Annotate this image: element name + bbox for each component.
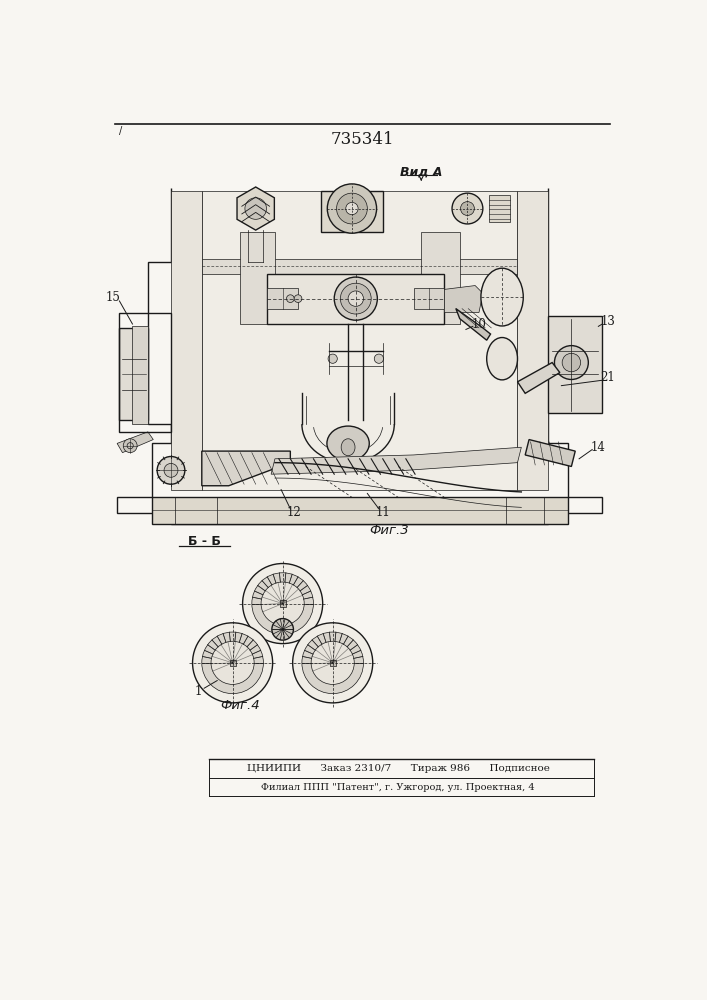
- Text: ЦНИИПИ      Заказ 2310/7      Тираж 986      Подписное: ЦНИИПИ Заказ 2310/7 Тираж 986 Подписное: [247, 764, 549, 773]
- Circle shape: [201, 632, 264, 694]
- Polygon shape: [456, 309, 491, 340]
- Circle shape: [327, 184, 377, 233]
- Circle shape: [460, 202, 474, 215]
- Polygon shape: [230, 660, 235, 666]
- Circle shape: [554, 346, 588, 379]
- Polygon shape: [240, 232, 275, 324]
- Text: Фиг.3: Фиг.3: [369, 524, 409, 537]
- Circle shape: [243, 564, 322, 644]
- Polygon shape: [201, 451, 291, 486]
- Circle shape: [348, 291, 363, 306]
- Text: 735341: 735341: [330, 131, 394, 148]
- Ellipse shape: [481, 268, 523, 326]
- Ellipse shape: [341, 439, 355, 456]
- Circle shape: [252, 573, 313, 634]
- Circle shape: [286, 295, 294, 302]
- Text: 21: 21: [600, 371, 615, 384]
- Circle shape: [334, 277, 378, 320]
- Text: 11: 11: [375, 506, 390, 519]
- Polygon shape: [421, 232, 460, 324]
- Ellipse shape: [486, 338, 518, 380]
- Polygon shape: [271, 447, 521, 474]
- Polygon shape: [321, 191, 382, 232]
- Circle shape: [562, 353, 580, 372]
- Polygon shape: [525, 440, 575, 466]
- Polygon shape: [267, 288, 298, 309]
- Circle shape: [340, 283, 371, 314]
- Circle shape: [302, 632, 363, 694]
- Circle shape: [261, 582, 304, 625]
- Text: 10: 10: [472, 318, 486, 331]
- Circle shape: [164, 463, 178, 477]
- Polygon shape: [518, 191, 549, 490]
- Polygon shape: [518, 363, 560, 393]
- Circle shape: [311, 641, 354, 684]
- Polygon shape: [414, 288, 444, 309]
- Circle shape: [293, 623, 373, 703]
- Polygon shape: [132, 326, 148, 424]
- Text: 12: 12: [287, 506, 302, 519]
- Circle shape: [346, 202, 358, 215]
- Polygon shape: [237, 187, 274, 230]
- Text: 1: 1: [194, 685, 201, 698]
- Circle shape: [157, 456, 185, 484]
- Polygon shape: [489, 195, 510, 222]
- Text: /: /: [119, 126, 122, 136]
- Text: 14: 14: [591, 441, 606, 454]
- Circle shape: [294, 295, 302, 302]
- Polygon shape: [201, 259, 518, 274]
- Text: 15: 15: [106, 291, 121, 304]
- Polygon shape: [329, 660, 336, 666]
- Polygon shape: [267, 274, 444, 324]
- Polygon shape: [171, 191, 201, 490]
- Polygon shape: [444, 286, 483, 312]
- Circle shape: [374, 354, 383, 363]
- Text: Филиал ППП "Патент", г. Ужгород, ул. Проектная, 4: Филиал ППП "Патент", г. Ужгород, ул. Про…: [262, 783, 535, 792]
- Polygon shape: [279, 600, 286, 607]
- Text: Б - Б: Б - Б: [187, 535, 221, 548]
- Text: Вид А: Вид А: [400, 166, 443, 179]
- Circle shape: [328, 354, 337, 363]
- Polygon shape: [152, 497, 568, 524]
- Circle shape: [192, 623, 273, 703]
- Polygon shape: [201, 191, 518, 490]
- Polygon shape: [119, 328, 148, 420]
- Circle shape: [452, 193, 483, 224]
- Polygon shape: [117, 432, 153, 453]
- Circle shape: [337, 193, 368, 224]
- Ellipse shape: [327, 426, 369, 461]
- Text: 13: 13: [600, 315, 615, 328]
- Circle shape: [272, 619, 293, 640]
- Circle shape: [123, 439, 137, 453]
- Text: Фиг.4: Фиг.4: [221, 699, 260, 712]
- Circle shape: [211, 641, 254, 684]
- Circle shape: [245, 198, 267, 219]
- Polygon shape: [549, 316, 602, 413]
